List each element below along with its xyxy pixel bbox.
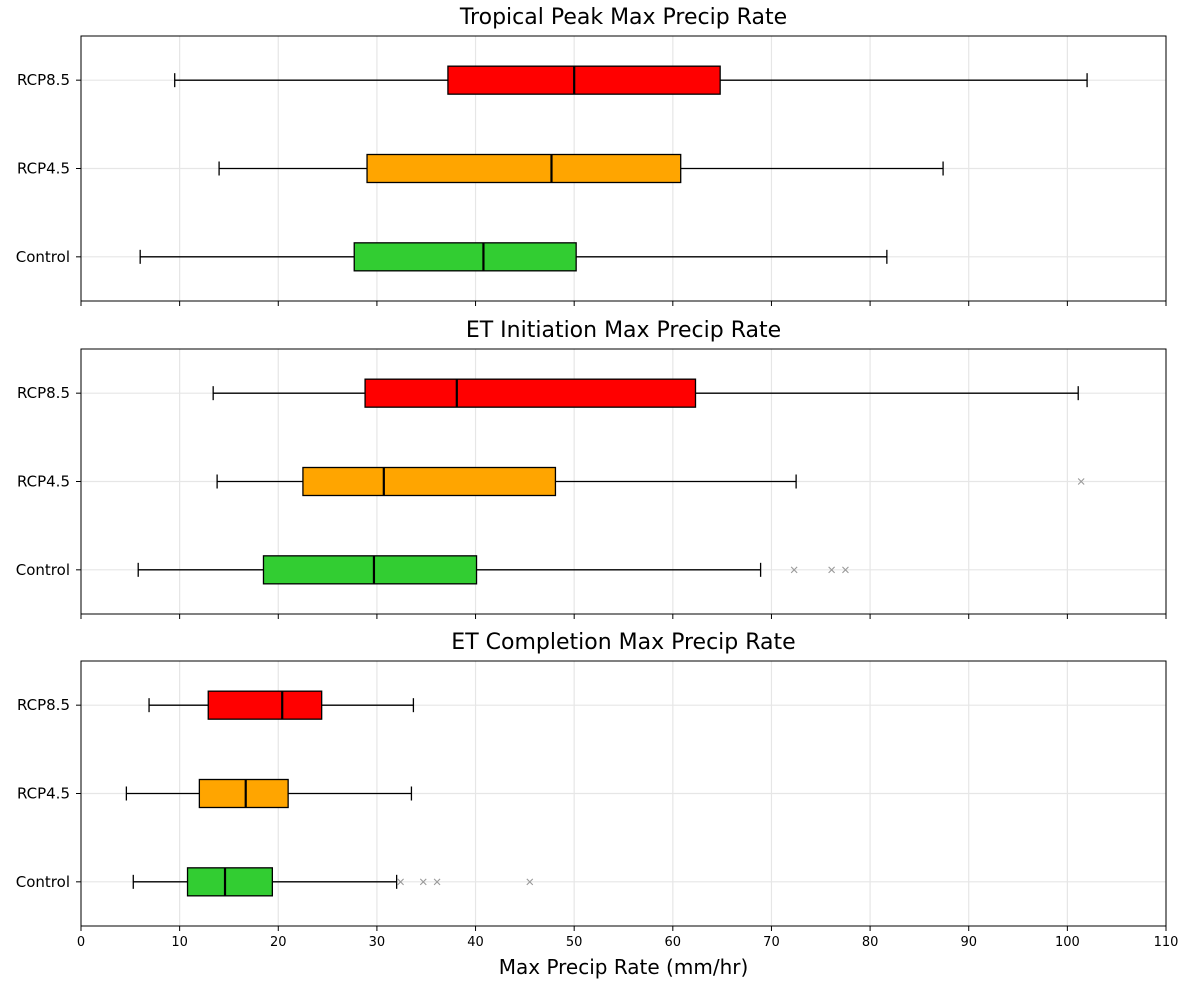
category-label: Control [16,561,70,579]
x-tick-label: 20 [270,935,287,950]
x-tick-label: 80 [862,935,879,950]
box-rcp8-5 [207,690,323,720]
outlier-control [828,566,836,574]
category-label: RCP8.5 [17,71,70,89]
x-tick-label: 70 [763,935,780,950]
box-rcp4-5 [366,153,682,184]
outlier-control [397,878,404,886]
category-label: RCP8.5 [17,696,70,714]
box-rcp4-5 [198,778,289,809]
x-axis-label: Max Precip Rate (mm/hr) [499,955,749,979]
category-label: RCP4.5 [17,785,70,803]
category-label: RCP8.5 [17,384,70,402]
x-tick-label: 90 [960,935,977,950]
panel-title: ET Completion Max Precip Rate [451,630,795,655]
outlier-control [790,566,798,574]
category-label: RCP4.5 [17,473,70,491]
outlier-control [526,878,534,886]
category-label: Control [16,873,70,891]
x-tick-label: 60 [665,935,682,950]
x-tick-label: 0 [77,935,85,950]
panel-title: Tropical Peak Max Precip Rate [459,5,787,30]
box-rcp4-5 [302,466,557,497]
box-control [186,867,274,897]
box-rcp8-5 [447,65,721,95]
outlier-control [419,878,427,886]
x-tick-label: 110 [1154,935,1179,950]
category-label: Control [16,248,70,266]
x-tick-label: 40 [467,935,484,950]
category-label: RCP4.5 [17,160,70,178]
x-tick-label: 100 [1055,935,1080,950]
box-rcp8-5 [364,378,697,408]
x-tick-label: 30 [369,935,386,950]
outlier-control [433,878,441,886]
outlier-control [842,566,849,574]
x-tick-label: 10 [171,935,188,950]
outlier-rcp4-5 [1077,478,1085,485]
panel-title: ET Initiation Max Precip Rate [466,318,781,343]
x-tick-label: 50 [566,935,583,950]
box-control [262,555,478,585]
box-control [353,242,577,272]
